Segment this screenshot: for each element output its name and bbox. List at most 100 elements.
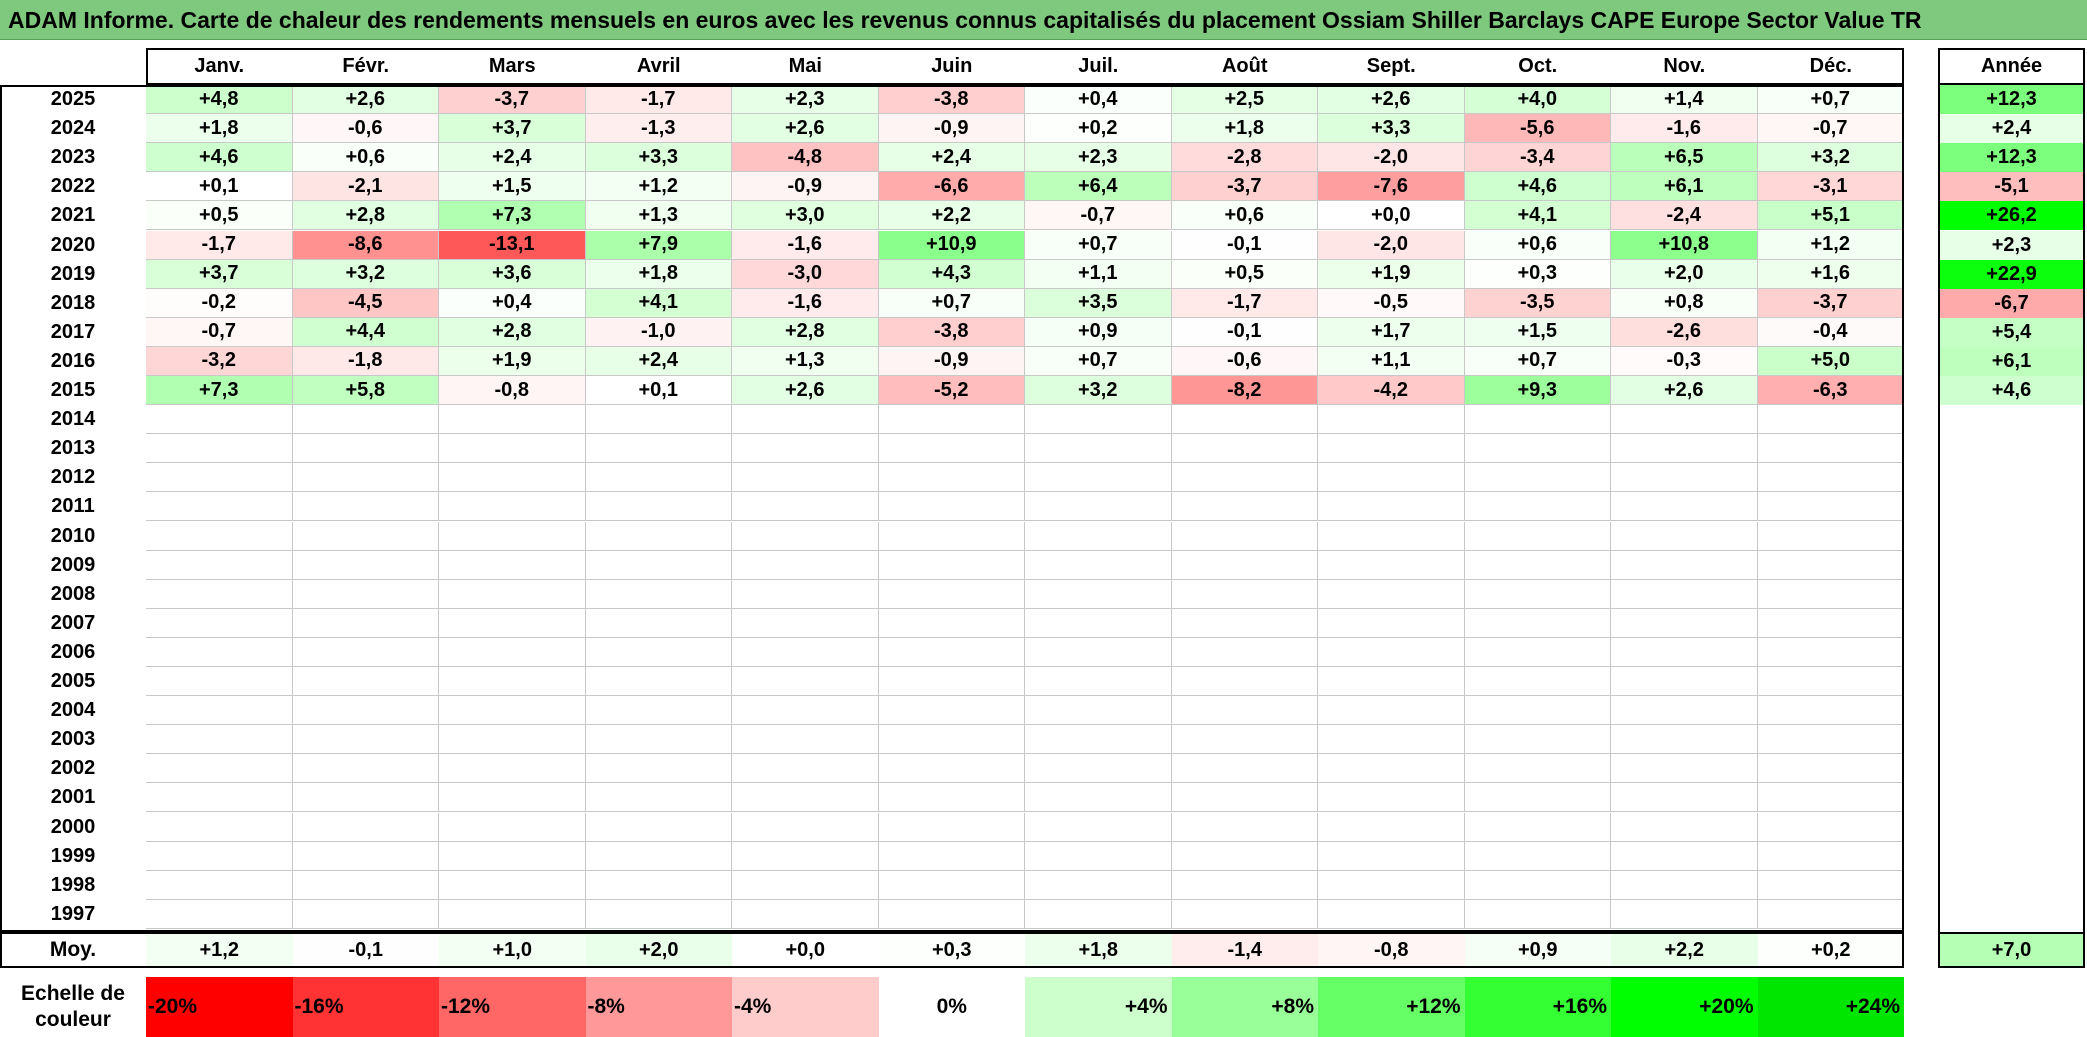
heatmap-cell	[1025, 667, 1172, 697]
heatmap-cell	[1025, 492, 1172, 522]
heatmap-cell: +9,3	[1464, 376, 1611, 406]
heatmap-cell	[1318, 521, 1465, 551]
heatmap-cell: -2,0	[1318, 143, 1465, 173]
month-header: Sept.	[1366, 55, 1416, 77]
heatmap-cell: +1,4	[1611, 85, 1758, 115]
heatmap-cell	[732, 434, 879, 464]
year-label: 2013	[50, 437, 96, 460]
heatmap-cell: +4,8	[146, 85, 293, 115]
heatmap-cell	[1464, 405, 1611, 435]
annual-cell: +5,4	[1938, 317, 2085, 347]
year-label: 2019	[50, 262, 96, 285]
average-cell: +1,2	[146, 932, 293, 968]
heatmap-cell	[1171, 550, 1318, 580]
heatmap-cell: -0,6	[292, 114, 439, 144]
color-scale-label-line2: couleur	[35, 1008, 111, 1031]
heatmap-cell	[1757, 899, 1904, 929]
average-cell: +2,2	[1611, 932, 1758, 968]
heatmap-cell	[439, 754, 586, 784]
heatmap-cell	[1318, 899, 1465, 929]
annual-cell	[1938, 812, 2085, 842]
heatmap-cell	[146, 667, 293, 697]
heatmap-cell	[146, 608, 293, 638]
heatmap-cell	[1025, 550, 1172, 580]
annual-cell: +6,1	[1938, 346, 2085, 376]
heatmap-cell	[1318, 870, 1465, 900]
heatmap-cell: -0,7	[1757, 114, 1904, 144]
heatmap-cell	[292, 405, 439, 435]
year-label: 1999	[50, 844, 96, 867]
heatmap-cell	[1171, 841, 1318, 871]
chart-title: ADAM Informe. Carte de chaleur des rende…	[0, 0, 2087, 40]
heatmap-cell	[1318, 696, 1465, 726]
heatmap-cell	[1464, 841, 1611, 871]
heatmap-cell	[1171, 521, 1318, 551]
annual-cell	[1938, 434, 2085, 464]
heatmap-cell	[439, 637, 586, 667]
heatmap-cell	[1318, 667, 1465, 697]
heatmap-cell	[1611, 637, 1758, 667]
heatmap-cell: +4,1	[1464, 201, 1611, 231]
year-label: 2011	[51, 495, 95, 518]
heatmap-cell: +1,5	[1464, 317, 1611, 347]
annual-cell	[1938, 725, 2085, 755]
heatmap-cell	[1318, 725, 1465, 755]
year-label: 2010	[50, 524, 96, 547]
heatmap-cell	[1611, 754, 1758, 784]
heatmap-cell	[146, 696, 293, 726]
heatmap-cell: +3,0	[732, 201, 879, 231]
annual-cell	[1938, 405, 2085, 435]
heatmap-cell	[585, 550, 732, 580]
year-label: 2014	[50, 408, 96, 431]
heatmap-cell	[1611, 579, 1758, 609]
heatmap-cell	[1025, 521, 1172, 551]
annual-cell	[1938, 870, 2085, 900]
heatmap-cell: +3,2	[1025, 376, 1172, 406]
heatmap-cell: +0,7	[1757, 85, 1904, 115]
heatmap-cell	[1318, 754, 1465, 784]
heatmap-cell: +4,4	[292, 317, 439, 347]
heatmap-cell: +0,5	[146, 201, 293, 231]
average-cell: +1,0	[439, 932, 586, 968]
heatmap-cell	[878, 841, 1025, 871]
heatmap-cell	[146, 405, 293, 435]
heatmap-cell	[1171, 667, 1318, 697]
heatmap-cell	[1611, 521, 1758, 551]
heatmap-cell: +2,6	[732, 376, 879, 406]
heatmap-cell: +4,6	[146, 143, 293, 173]
color-scale-step: -16%	[292, 977, 439, 1037]
heatmap-cell: +3,7	[146, 259, 293, 289]
heatmap-cell	[1025, 899, 1172, 929]
heatmap-cell: +1,7	[1318, 317, 1465, 347]
heatmap-cell	[1757, 725, 1904, 755]
heatmap-cell: +4,6	[1464, 172, 1611, 202]
heatmap-cell	[1171, 754, 1318, 784]
annual-cell	[1938, 579, 2085, 609]
heatmap-cell: +0,8	[1611, 288, 1758, 318]
heatmap-cell	[292, 899, 439, 929]
month-header: Févr.	[342, 55, 390, 77]
annual-cell: -6,7	[1938, 288, 2085, 318]
heatmap-cell: -4,5	[292, 288, 439, 318]
heatmap-cell	[439, 725, 586, 755]
heatmap-cell: +0,7	[878, 288, 1025, 318]
year-label: 2001	[50, 786, 96, 809]
heatmap-cell: -0,7	[1025, 201, 1172, 231]
heatmap-cell	[1171, 463, 1318, 493]
heatmap-cell: -1,0	[585, 317, 732, 347]
heatmap-cell	[585, 463, 732, 493]
heatmap-cell: +6,4	[1025, 172, 1172, 202]
heatmap-cell	[585, 579, 732, 609]
year-label: 2020	[50, 233, 96, 256]
color-scale-step: +24%	[1757, 977, 1904, 1037]
heatmap-cell	[146, 812, 293, 842]
heatmap-cell: -2,4	[1611, 201, 1758, 231]
heatmap-cell	[732, 608, 879, 638]
heatmap-cell	[146, 754, 293, 784]
year-label: 2004	[50, 699, 96, 722]
heatmap-cell: +6,1	[1611, 172, 1758, 202]
heatmap-cell	[1464, 899, 1611, 929]
heatmap-cell	[292, 521, 439, 551]
heatmap-cell: -0,9	[878, 114, 1025, 144]
